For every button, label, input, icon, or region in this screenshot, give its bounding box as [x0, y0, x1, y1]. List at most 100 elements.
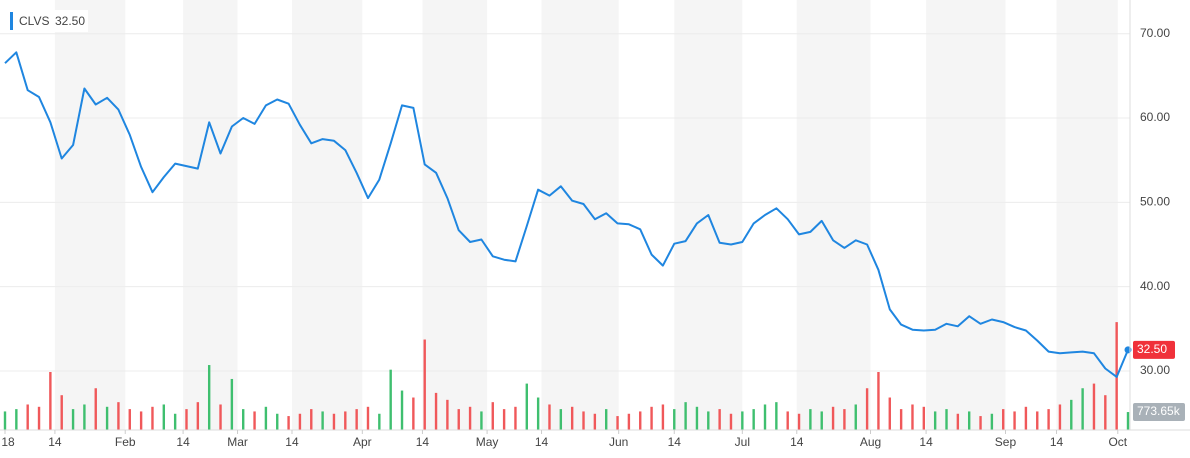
volume-bar	[1036, 411, 1039, 430]
volume-bar	[185, 409, 188, 430]
volume-bar	[15, 409, 18, 430]
volume-bar	[956, 413, 960, 430]
legend-box	[8, 10, 88, 32]
volume-bar	[1104, 395, 1107, 430]
volume-bar	[423, 339, 426, 430]
volume-bar	[525, 383, 528, 430]
stripe	[291, 0, 363, 430]
volume-bar	[49, 372, 52, 430]
volume-bar	[276, 413, 279, 430]
volume-bar	[196, 402, 200, 430]
volume-bar	[446, 399, 449, 430]
volume-bar	[945, 409, 948, 430]
price-line	[4, 51, 1129, 378]
volume-bar	[593, 413, 597, 430]
volume-bar	[457, 409, 460, 430]
stripe	[422, 0, 488, 430]
volume-tag	[1133, 403, 1185, 422]
volume-bar	[729, 413, 733, 430]
volume-bar	[128, 409, 131, 430]
volume-bar	[412, 397, 415, 430]
volume-bar	[865, 388, 869, 430]
volume-bar	[173, 413, 177, 430]
volume-bar	[1070, 399, 1073, 430]
legend-price: 32.50	[55, 14, 85, 28]
x-tick-label: Oct	[1108, 435, 1127, 449]
volume-bar	[151, 406, 154, 430]
volume-bar	[355, 409, 358, 430]
volume-bar	[639, 411, 642, 430]
volume-bar	[763, 404, 767, 430]
volume-bar	[582, 411, 585, 430]
volume-bar	[899, 409, 903, 430]
volume-bar	[650, 406, 653, 430]
volume-bar	[344, 411, 347, 430]
volume-bar	[673, 409, 676, 430]
volume-bar	[536, 397, 540, 430]
volume-bar	[967, 411, 971, 430]
x-tick-label: 14	[535, 435, 549, 449]
volume-bar	[117, 402, 120, 430]
volume-bar	[661, 404, 665, 430]
x-tick-label: 14	[48, 435, 62, 449]
volume-bar	[389, 369, 392, 430]
x-tick-label: Aug	[860, 435, 881, 449]
volume-bar	[627, 413, 631, 430]
x-tick-label: Mar	[227, 435, 248, 449]
volume-bar	[502, 409, 506, 430]
volume-bar	[83, 404, 86, 430]
volume-bar	[820, 411, 823, 430]
stripe	[1056, 0, 1118, 430]
volume-bar	[60, 395, 63, 430]
volume-bar	[378, 413, 381, 430]
volume-bar	[321, 411, 324, 430]
volume-bar	[310, 409, 313, 430]
stripe	[183, 0, 238, 430]
volume-bar	[718, 409, 721, 430]
volume-bar	[162, 404, 166, 430]
y-tick-label: 40.00	[1140, 279, 1170, 293]
volume-tag-label: 773.65k	[1137, 404, 1181, 418]
x-tick-label: 14	[790, 435, 804, 449]
x-tick-label: May	[476, 435, 499, 449]
volume-bar	[264, 406, 268, 430]
stripe	[796, 0, 871, 430]
volume-bar	[888, 397, 891, 430]
volume-bar	[1058, 404, 1062, 430]
y-tick-label: 70.00	[1140, 26, 1170, 40]
volume-bar	[1092, 383, 1096, 430]
volume-bar	[332, 413, 336, 430]
volume-bar	[809, 409, 812, 430]
volume-bar	[1024, 406, 1028, 430]
volume-bar	[695, 406, 699, 430]
volume-bar	[548, 404, 551, 430]
volume-bar	[400, 390, 404, 430]
x-tick-label: 14	[668, 435, 682, 449]
x-tick-label: Apr	[353, 435, 372, 449]
x-tick-label: 14	[1050, 435, 1064, 449]
volume-bar	[366, 406, 370, 430]
volume-bar	[491, 402, 494, 430]
volume-bar	[71, 409, 75, 430]
volume-bar	[219, 404, 222, 430]
volume-bar	[605, 409, 608, 430]
price-tag-label: 32.50	[1137, 342, 1167, 356]
x-tick-label: 14	[416, 435, 430, 449]
volume-bar	[831, 406, 835, 430]
volume-bar	[1047, 409, 1050, 430]
y-tick-label: 30.00	[1140, 363, 1170, 377]
legend: CLVS 32.50	[8, 10, 88, 32]
volume-bar	[26, 404, 29, 430]
y-tick-label: 50.00	[1140, 195, 1170, 209]
volume-bar	[979, 416, 982, 430]
volume-bar	[434, 392, 438, 430]
volume-bar	[242, 409, 245, 430]
x-tick-label: Jun	[609, 435, 628, 449]
volume-bar	[480, 411, 483, 430]
volume-bar	[94, 388, 97, 430]
volume-bar	[1126, 412, 1130, 430]
volume-bar	[684, 402, 687, 430]
volume-bar	[741, 411, 744, 430]
volume-bar	[3, 411, 7, 430]
volume-bar	[990, 413, 994, 430]
